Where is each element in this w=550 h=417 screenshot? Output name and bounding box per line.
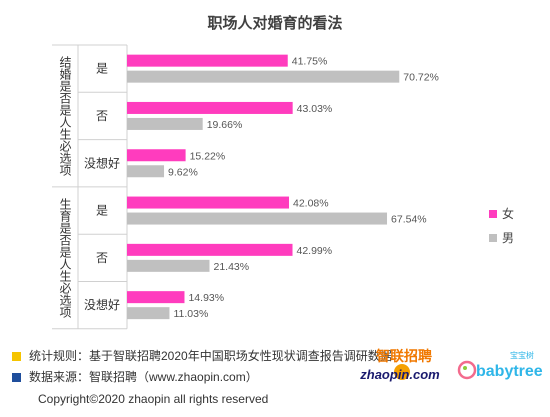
bar-female <box>127 243 293 256</box>
rule-square-icon <box>12 352 21 361</box>
bar-male <box>127 117 203 130</box>
bar-female <box>127 54 288 67</box>
copyright: Copyright©2020 zhaopin all rights reserv… <box>38 392 269 406</box>
value-label: 11.03% <box>173 308 208 320</box>
value-label: 21.43% <box>214 261 250 273</box>
bar-male <box>127 70 400 83</box>
bar-male <box>127 307 170 320</box>
footer-rule-text: 统计规则：基于智联招聘2020年中国职场女性现状调查报告调研数据 <box>29 349 392 363</box>
babytree-logo: 宝宝树 babytree <box>457 350 543 380</box>
source-square-icon <box>12 373 21 382</box>
value-label: 41.75% <box>292 56 328 68</box>
value-label: 14.93% <box>188 292 224 304</box>
zhaopin-logo: 智联招聘 zhaopin.com <box>359 348 440 382</box>
value-label: 42.08% <box>293 198 329 210</box>
legend-swatch <box>489 210 497 218</box>
bar-female <box>127 149 186 162</box>
category-label: 是 <box>96 62 108 76</box>
group-label: 生育是否是人生必选项 <box>58 197 72 317</box>
bar-male <box>127 259 210 272</box>
category-label: 没想好 <box>84 297 120 312</box>
category-label: 没想好 <box>84 155 120 170</box>
legend-swatch <box>489 234 497 242</box>
legend-label: 女 <box>502 206 514 221</box>
value-label: 15.22% <box>190 150 226 162</box>
babytree-logo-cn: 宝宝树 <box>510 350 534 360</box>
bars-layer: 41.75% 70.72% 43.03% 19.66% 15.22% 9.62% 42.08… <box>127 54 439 320</box>
bar-female <box>127 291 185 304</box>
category-label: 是 <box>96 204 108 218</box>
value-label: 70.72% <box>403 72 439 84</box>
value-label: 9.62% <box>168 166 198 178</box>
zhaopin-logo-cn: 智联招聘 <box>375 348 432 365</box>
group-label: 结婚是否是人生必选项 <box>58 56 72 176</box>
footer-rule: 统计规则：基于智联招聘2020年中国职场女性现状调查报告调研数据 <box>12 347 392 364</box>
babytree-logo-en: babytree <box>476 363 543 380</box>
bar-male <box>127 165 165 178</box>
footer-source-text: 数据来源：智联招聘（www.zhaopin.com） <box>29 370 258 384</box>
footer-source: 数据来源：智联招聘（www.zhaopin.com） <box>12 368 258 385</box>
category-label: 否 <box>96 251 108 265</box>
category-label: 否 <box>96 109 108 123</box>
bar-male <box>127 212 388 225</box>
zhaopin-logo-en: zhaopin.com <box>359 367 440 382</box>
legend: 女男 <box>489 206 514 245</box>
value-label: 67.54% <box>391 214 427 226</box>
chart-title: 职场人对婚育的看法 <box>207 14 342 32</box>
bar-female <box>127 196 290 209</box>
value-label: 19.66% <box>207 119 243 131</box>
value-label: 43.03% <box>297 103 333 115</box>
value-label: 42.99% <box>297 245 333 257</box>
legend-label: 男 <box>502 231 514 245</box>
bar-female <box>127 101 293 114</box>
